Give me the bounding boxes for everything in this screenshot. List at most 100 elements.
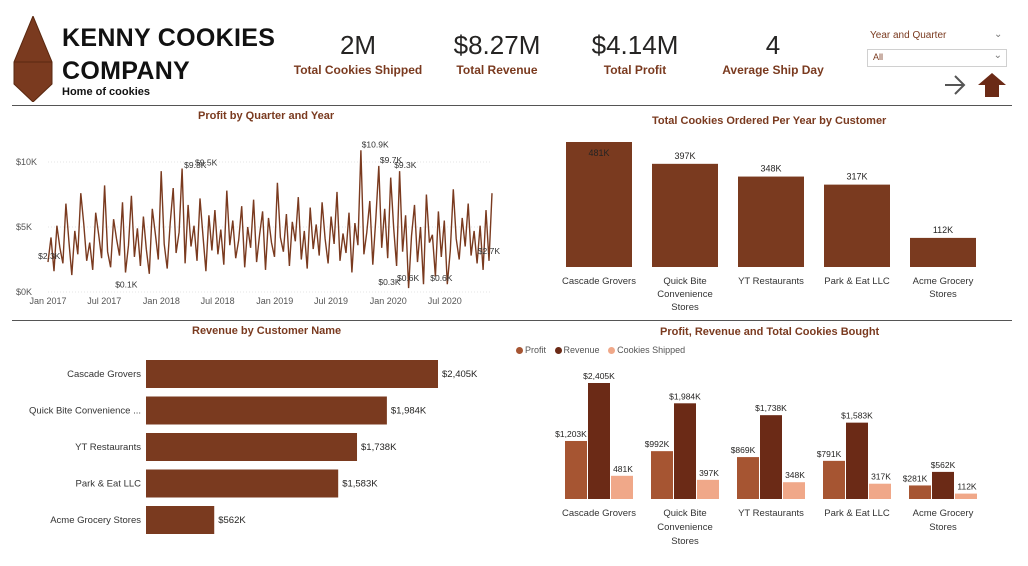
- cookies-bar-chart[interactable]: 481K Cascade Grovers 397K Quick Bite Conveni…: [540, 128, 1020, 318]
- combo-bar-chart[interactable]: $1,203K $2,405K 481K Cascade Grovers $992K $1…: [540, 358, 1020, 564]
- combo-bar-revenue: [760, 415, 782, 499]
- arrow-right-icon[interactable]: [942, 74, 968, 96]
- data-label: $1,203K: [555, 429, 587, 439]
- data-label: 348K: [785, 470, 805, 480]
- combo-bar-cookies-shipped: [955, 493, 977, 499]
- category-label: YT Restaurants: [738, 508, 804, 519]
- arrow-up-icon[interactable]: [977, 72, 1007, 98]
- category-label: YT Restaurants: [738, 276, 804, 287]
- combo-bar-revenue: [846, 422, 868, 499]
- category-label: Acme Grocery: [913, 276, 974, 287]
- combo-chart-title: Profit, Revenue and Total Cookies Bought: [660, 326, 880, 338]
- data-label: $2.7K: [478, 246, 501, 256]
- combo-bar-cookies-shipped: [783, 482, 805, 499]
- x-tick-label: Jul 2017: [87, 296, 121, 306]
- data-label: $2,405K: [583, 371, 615, 381]
- header-divider: [12, 105, 1012, 106]
- revenue-bar: [146, 360, 438, 388]
- legend-swatch: [608, 347, 616, 355]
- profit-line-chart[interactable]: $0K $5K $10K Jan 2017 Jul 2017 Jan 2018 Jul 20…: [0, 125, 510, 315]
- revenue-bar: [146, 396, 387, 425]
- x-tick-label: Jan 2017: [29, 296, 66, 306]
- data-label: $869K: [731, 445, 756, 455]
- legend-item-profit[interactable]: Profit: [516, 345, 546, 355]
- combo-bar-cookies-shipped: [697, 479, 719, 499]
- cookies-bar: [652, 163, 718, 267]
- combo-bar-revenue: [932, 471, 954, 499]
- data-label: $1,984K: [391, 406, 427, 417]
- cookies-chart-title: Total Cookies Ordered Per Year by Custom…: [652, 115, 887, 127]
- kpi-label: Total Cookies Shipped: [293, 63, 423, 77]
- category-label: Quick Bite: [663, 508, 706, 519]
- combo-bar-profit: [565, 440, 587, 499]
- data-label: $0.6K: [430, 273, 453, 283]
- data-label: 481K: [588, 148, 609, 158]
- data-label: $9.5K: [195, 158, 218, 168]
- y-tick-label: $10K: [16, 157, 37, 167]
- data-label: 397K: [699, 468, 719, 478]
- combo-bar-profit: [737, 457, 759, 499]
- profit-chart-title: Profit by Quarter and Year: [198, 110, 335, 122]
- data-label: $562K: [218, 515, 246, 526]
- data-label: 348K: [760, 164, 781, 174]
- x-tick-label: Jan 2019: [256, 296, 293, 306]
- kpi-cookies-shipped: 2M Total Cookies Shipped: [290, 30, 426, 77]
- category-label: Park & Eat LLC: [824, 276, 890, 287]
- x-tick-label: Jan 2018: [143, 296, 180, 306]
- legend-item-revenue[interactable]: Revenue: [554, 345, 600, 355]
- legend-label-profit: Profit: [525, 345, 547, 355]
- kpi-value: $4.14M: [591, 30, 679, 60]
- slicer-collapse-icon[interactable]: ⌄: [994, 29, 1003, 40]
- category-label: Park & Eat LLC: [76, 479, 142, 490]
- revenue-bar: [146, 469, 339, 498]
- revenue-bar: [146, 506, 215, 534]
- data-label: $1,984K: [669, 391, 701, 401]
- data-label: $791K: [817, 449, 842, 459]
- slicer-title: Year and Quarter: [870, 30, 947, 41]
- combo-bar-revenue: [674, 403, 696, 499]
- legend-swatch: [554, 347, 562, 355]
- category-label: Cascade Grovers: [562, 508, 636, 519]
- category-label: Acme Grocery Stores: [50, 515, 141, 526]
- category-label: Quick Bite Convenience ...: [29, 406, 141, 417]
- category-label: Stores: [671, 536, 699, 547]
- x-tick-label: Jul 2018: [201, 296, 235, 306]
- combo-bar-profit: [651, 451, 673, 499]
- revenue-bar: [146, 433, 358, 461]
- kpi-average-ship-day: 4 Average Ship Day: [716, 30, 830, 77]
- category-label: YT Restaurants: [75, 442, 141, 453]
- legend-item-cookies-shipped[interactable]: Cookies Shipped: [608, 345, 685, 355]
- profit-line-series: [47, 150, 493, 289]
- data-label: 397K: [674, 151, 695, 161]
- data-label: $0.1K: [115, 280, 138, 290]
- kpi-label: Average Ship Day: [722, 63, 824, 77]
- legend-label-cookies-shipped: Cookies Shipped: [617, 345, 686, 355]
- category-label: Stores: [929, 289, 957, 300]
- category-label: Park & Eat LLC: [824, 508, 890, 519]
- data-label: 317K: [871, 472, 891, 482]
- data-label: 112K: [957, 482, 977, 492]
- cookies-bar: [824, 184, 890, 267]
- x-tick-label: Jan 2020: [370, 296, 407, 306]
- kpi-value: 4: [765, 30, 781, 60]
- data-label: 112K: [933, 225, 953, 235]
- data-label: $10.9K: [362, 139, 389, 149]
- data-label: $2.3K: [38, 251, 61, 261]
- company-name: KENNY COOKIES COMPANY: [62, 22, 275, 88]
- kpi-value: $8.27M: [453, 30, 541, 60]
- y-tick-label: $0K: [16, 287, 32, 297]
- company-logo: [13, 16, 53, 102]
- combo-bar-profit: [823, 460, 845, 499]
- data-label: $9.3K: [184, 160, 207, 170]
- data-label: 317K: [846, 172, 867, 182]
- data-label: $1,738K: [755, 403, 787, 413]
- revenue-chart-title: Revenue by Customer Name: [192, 325, 342, 337]
- category-label: Convenience: [657, 289, 712, 300]
- kpi-total-profit: $4.14M Total Profit: [578, 30, 692, 77]
- tagline: Home of cookies: [62, 86, 151, 98]
- data-label: $9.3K: [394, 160, 417, 170]
- category-label: Cascade Grovers: [562, 276, 636, 287]
- kpi-value: 2M: [339, 30, 377, 60]
- year-quarter-slicer[interactable]: All ⌄: [867, 49, 1007, 67]
- revenue-hbar-chart[interactable]: Cascade Grovers $2,405K Quick Bite Conveni…: [0, 338, 510, 563]
